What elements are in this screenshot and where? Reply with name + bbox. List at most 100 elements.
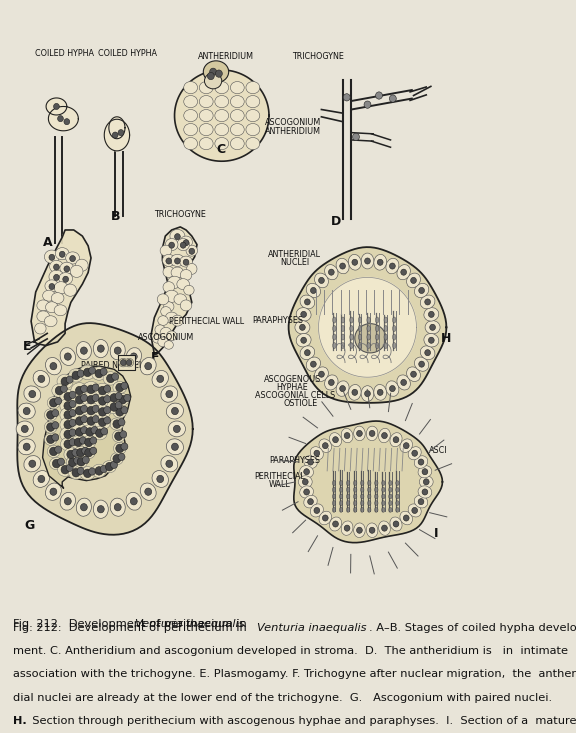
Ellipse shape [329,517,342,531]
Ellipse shape [158,316,168,325]
Circle shape [126,360,132,366]
Ellipse shape [300,486,313,498]
Circle shape [90,437,97,444]
Circle shape [403,443,409,449]
Circle shape [74,438,82,446]
Circle shape [175,258,180,264]
Ellipse shape [332,501,336,506]
Circle shape [49,284,55,290]
Circle shape [77,449,85,457]
Ellipse shape [124,358,134,366]
Circle shape [166,460,173,468]
Circle shape [75,386,84,395]
Ellipse shape [158,337,168,347]
Circle shape [87,417,95,425]
Circle shape [110,402,118,411]
Circle shape [60,385,67,392]
Circle shape [54,264,59,270]
Ellipse shape [184,285,194,295]
Circle shape [369,430,375,436]
Circle shape [389,263,395,269]
Circle shape [352,259,358,265]
Ellipse shape [230,123,244,136]
Ellipse shape [59,273,73,284]
Ellipse shape [152,370,168,387]
Ellipse shape [161,386,178,402]
Ellipse shape [332,325,336,331]
Ellipse shape [184,95,198,108]
Circle shape [47,423,55,431]
Ellipse shape [46,358,62,375]
Ellipse shape [400,511,412,525]
Ellipse shape [306,284,320,298]
Ellipse shape [166,439,184,454]
Circle shape [114,504,121,511]
Ellipse shape [140,483,156,501]
Circle shape [79,437,86,444]
Ellipse shape [339,507,343,512]
Ellipse shape [396,494,399,499]
Circle shape [344,432,350,438]
Ellipse shape [80,467,95,480]
Circle shape [304,489,309,495]
Ellipse shape [367,481,371,485]
Circle shape [112,373,119,380]
Circle shape [340,263,346,269]
Ellipse shape [166,403,184,419]
Ellipse shape [75,259,88,271]
Circle shape [116,383,124,392]
Circle shape [323,515,328,521]
Ellipse shape [58,463,73,476]
Circle shape [107,374,115,383]
Ellipse shape [164,302,174,312]
Ellipse shape [50,260,63,273]
Circle shape [95,369,103,377]
Ellipse shape [246,95,260,108]
Ellipse shape [35,323,46,334]
Ellipse shape [66,252,79,264]
Text: A: A [43,237,53,249]
Ellipse shape [354,507,357,512]
Circle shape [98,386,107,395]
Ellipse shape [60,399,76,413]
Ellipse shape [361,481,364,485]
Ellipse shape [346,507,350,512]
Circle shape [418,498,424,505]
Circle shape [319,371,324,377]
Ellipse shape [170,229,185,243]
Ellipse shape [55,248,69,259]
Circle shape [47,435,55,443]
Ellipse shape [71,435,86,449]
Circle shape [340,386,346,391]
Ellipse shape [325,265,338,280]
Circle shape [189,248,195,254]
Circle shape [328,380,334,386]
Circle shape [121,443,128,450]
Ellipse shape [163,267,175,277]
Text: H: H [441,332,452,345]
Ellipse shape [418,486,432,498]
Ellipse shape [161,306,171,317]
Ellipse shape [215,138,229,150]
Ellipse shape [376,334,379,340]
Ellipse shape [418,465,432,478]
Ellipse shape [168,276,181,288]
Circle shape [423,479,429,485]
Ellipse shape [18,439,35,454]
Circle shape [130,353,137,360]
Circle shape [81,504,88,511]
Ellipse shape [82,413,100,429]
Ellipse shape [366,426,378,441]
Ellipse shape [113,381,127,394]
Ellipse shape [44,250,59,263]
Ellipse shape [350,334,353,340]
Ellipse shape [165,312,178,323]
Ellipse shape [71,383,88,399]
Circle shape [64,392,72,401]
Circle shape [54,103,59,109]
Ellipse shape [358,325,362,331]
Circle shape [308,459,313,465]
Ellipse shape [396,481,399,485]
Ellipse shape [354,523,365,537]
Circle shape [344,525,350,531]
